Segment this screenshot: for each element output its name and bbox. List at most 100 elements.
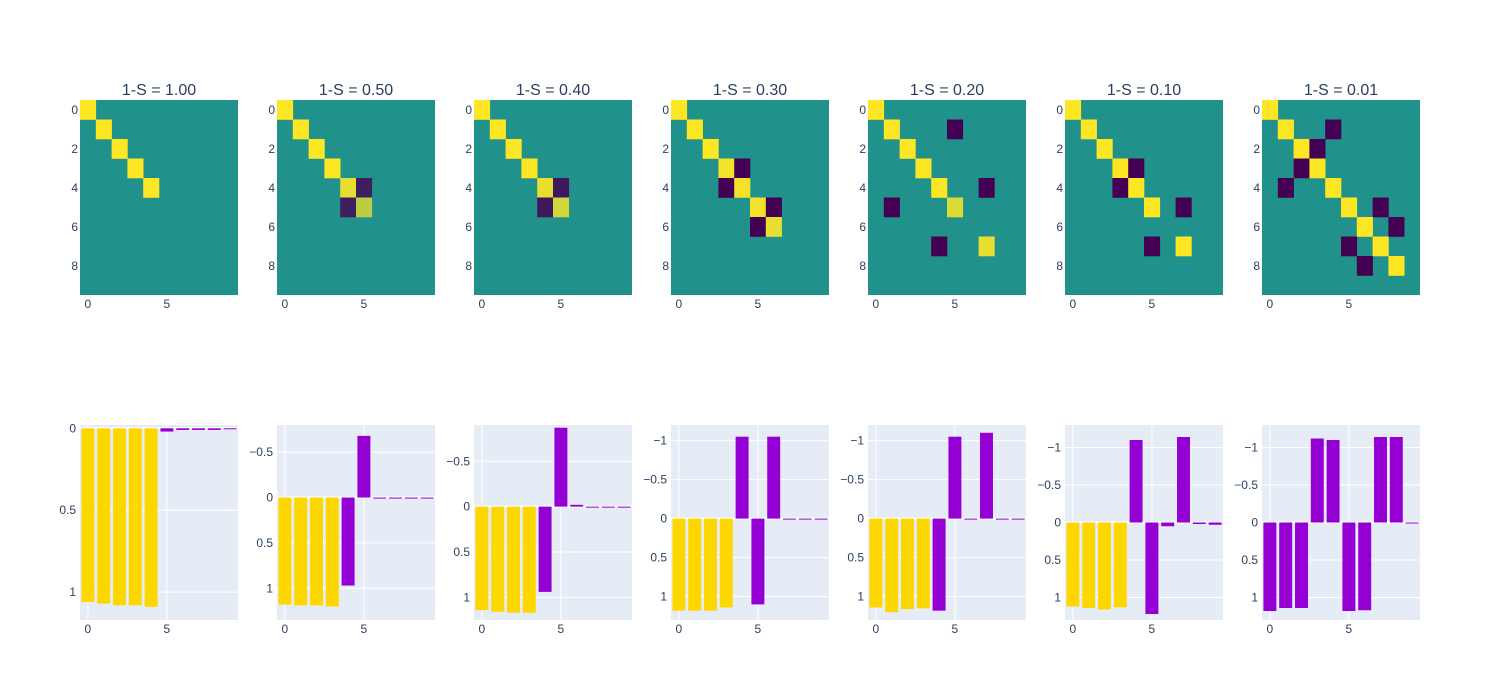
y-tick-label: 4 [859, 181, 866, 195]
y-tick-label: 4 [268, 181, 275, 195]
y-tick-label: 1 [266, 581, 273, 595]
y-tick-label: 4 [465, 181, 472, 195]
bar [554, 427, 568, 507]
heatmap-cell [277, 100, 294, 120]
heatmap-panel-3: 1-S = 0.40 0 2 4 6 8 0 5 [465, 82, 632, 311]
y-tick-label: 0 [1054, 516, 1061, 530]
heatmap-cell [1277, 119, 1294, 140]
bar [617, 506, 631, 508]
bar [719, 518, 733, 608]
bar [113, 428, 126, 606]
heatmap-cell [1388, 217, 1405, 237]
heatmap-cell [702, 139, 719, 159]
bar [1113, 522, 1127, 608]
bar [1129, 440, 1143, 523]
bar [783, 518, 796, 520]
bar [1342, 522, 1356, 611]
bar [1389, 437, 1403, 523]
x-tick-label: 5 [1149, 622, 1156, 636]
heatmap-cell [1144, 197, 1161, 218]
bar [980, 432, 993, 519]
heatmap-cell [734, 178, 751, 198]
heatmap-cell [1372, 197, 1389, 218]
heatmap-panel-2: 1-S = 0.50 0 2 4 6 8 0 5 [268, 82, 435, 311]
x-tick-label: 5 [164, 297, 171, 311]
heatmap-cell [1175, 197, 1192, 218]
x-tick-label: 5 [558, 297, 565, 311]
x-tick-label: 0 [479, 297, 486, 311]
heatmap-cell [1325, 178, 1342, 198]
heatmap-cell [505, 139, 522, 159]
heatmap-cell [1128, 178, 1145, 198]
bar [1279, 522, 1293, 608]
heatmap-cell [1388, 256, 1405, 276]
y-tick-label: 0.5 [1044, 553, 1061, 567]
bar [1358, 522, 1372, 611]
y-tick-label: −1 [1244, 441, 1258, 455]
bar [688, 518, 702, 611]
x-tick-label: 5 [952, 622, 959, 636]
y-tick-label: −1 [850, 434, 864, 448]
y-tick-label: 6 [859, 220, 866, 234]
y-tick-label: 8 [859, 259, 866, 273]
y-tick-label: 0.5 [453, 545, 470, 559]
y-tick-label: 0 [268, 103, 275, 117]
y-tick-label: 4 [662, 181, 669, 195]
y-tick-label: 8 [1253, 259, 1260, 273]
heatmap-cell [1080, 119, 1097, 140]
y-tick-label: 0 [1251, 516, 1258, 530]
y-tick-label: 0 [857, 512, 864, 526]
y-tick-label: 6 [1253, 220, 1260, 234]
x-tick-label: 5 [1149, 297, 1156, 311]
y-tick-label: 0 [1056, 103, 1063, 117]
heatmap-panel-6: 1-S = 0.10 0 2 4 6 8 0 5 [1056, 82, 1223, 311]
heatmap-cell [340, 197, 357, 218]
y-tick-label: −0.5 [840, 473, 864, 487]
bar [1011, 518, 1025, 520]
heatmap-cell [750, 217, 767, 237]
heatmap-cell [111, 139, 128, 159]
heatmap-cell [95, 119, 112, 140]
heatmap-panel-4: 1-S = 0.30 0 2 4 6 8 0 5 [662, 82, 829, 311]
heatmap-cell [883, 197, 900, 218]
heatmap-cell [1341, 197, 1358, 218]
heatmap-cell [1262, 100, 1279, 120]
x-tick-label: 0 [1070, 297, 1077, 311]
bar [672, 518, 686, 611]
heatmap-cell [978, 236, 995, 257]
heatmap-cell [978, 178, 995, 198]
heatmap-cell [308, 139, 325, 159]
y-tick-label: 2 [859, 142, 866, 156]
panel-title: 1-S = 0.20 [910, 82, 984, 99]
bar-panel-3: −0.5 0 0.5 1 0 5 [446, 425, 632, 636]
y-tick-label: 1 [69, 585, 76, 599]
heatmap-panel-5: 1-S = 0.20 0 2 4 6 8 0 5 [859, 82, 1026, 311]
bar-panel-2: −0.5 0 0.5 1 0 5 [249, 425, 435, 636]
bar [81, 428, 95, 602]
y-tick-label: 2 [1056, 142, 1063, 156]
x-tick-label: 0 [85, 297, 92, 311]
x-tick-label: 0 [282, 297, 289, 311]
heatmap-cell [474, 100, 491, 120]
heatmap-cell [883, 119, 900, 140]
y-tick-label: 0.5 [650, 551, 667, 565]
y-tick-label: 2 [465, 142, 472, 156]
bar [948, 436, 962, 519]
heatmap-cell [489, 119, 506, 140]
bar [404, 497, 418, 499]
x-tick-label: 0 [1267, 622, 1274, 636]
bar [1082, 522, 1096, 608]
heatmap-cell [750, 197, 767, 218]
bar [294, 497, 308, 606]
bar [570, 504, 584, 507]
bar [475, 506, 489, 611]
panel-title: 1-S = 0.01 [1304, 82, 1378, 99]
heatmap-cell [356, 197, 373, 218]
heatmap-cell [143, 178, 160, 198]
x-tick-label: 0 [1070, 622, 1077, 636]
x-tick-label: 5 [361, 297, 368, 311]
bar [601, 506, 615, 508]
bar [97, 428, 111, 604]
x-tick-label: 5 [1346, 622, 1353, 636]
